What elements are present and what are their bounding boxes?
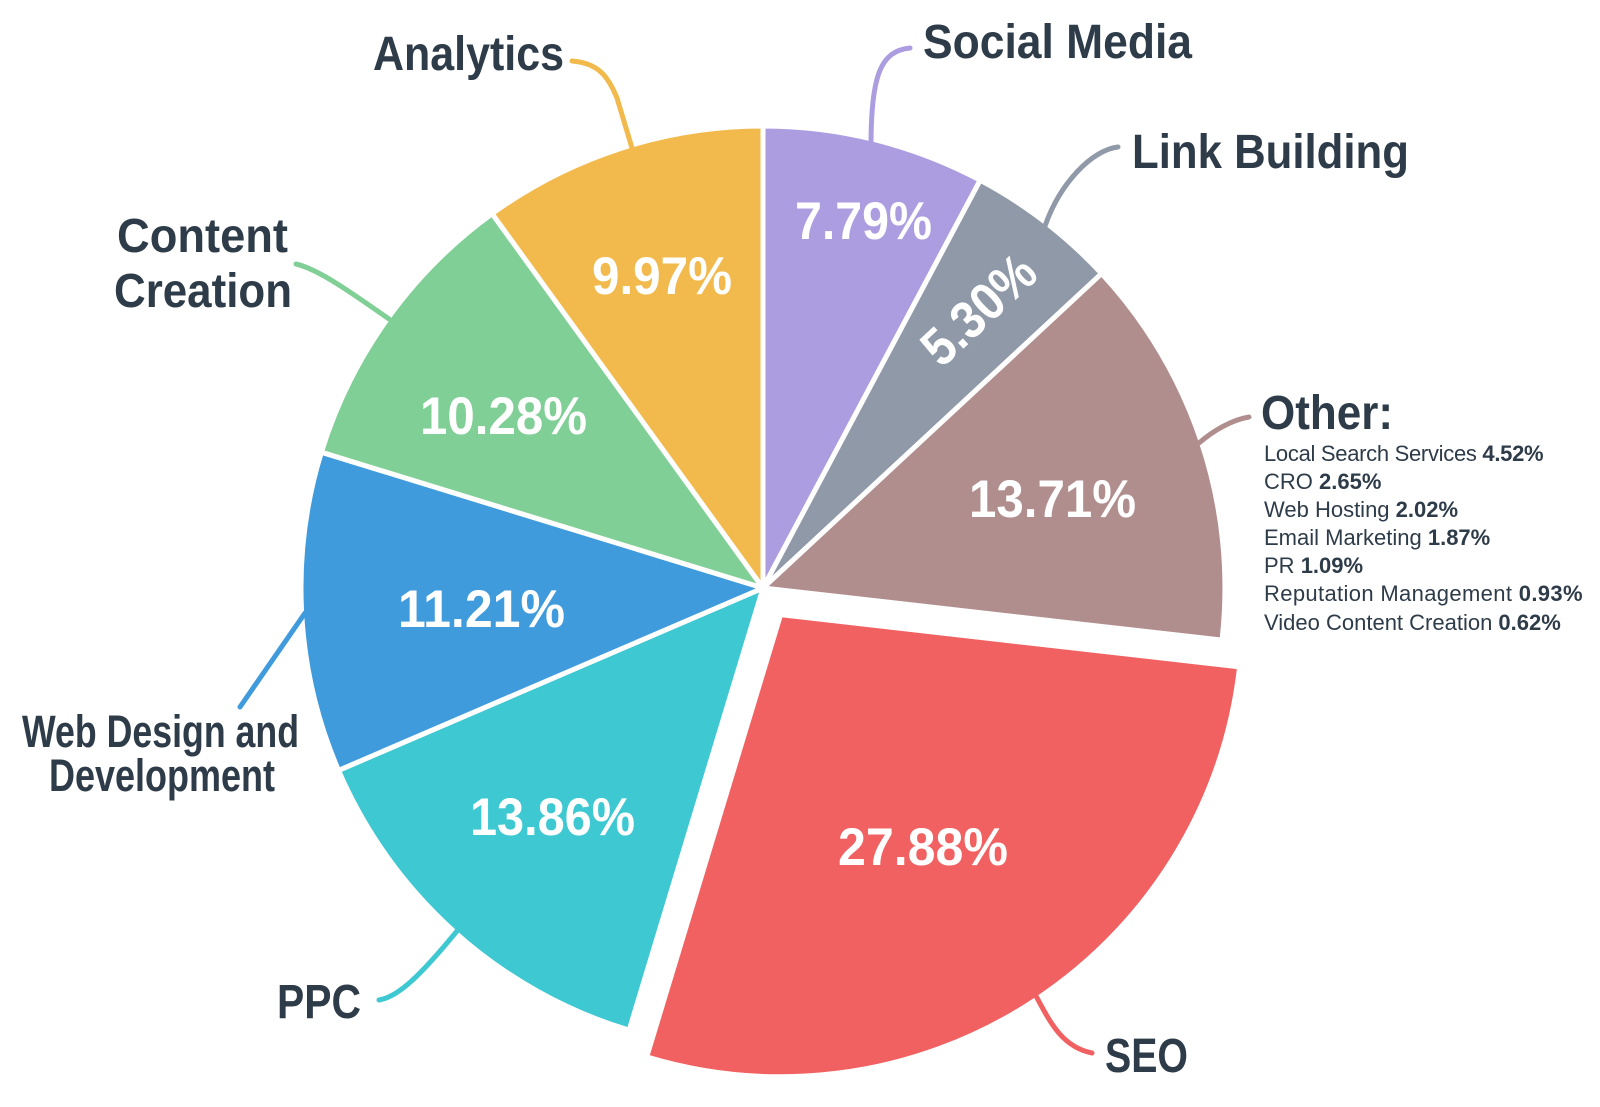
svg-text:7.79%: 7.79% xyxy=(795,192,932,251)
svg-text:Local Search Services 4.52%: Local Search Services 4.52% xyxy=(1264,441,1543,466)
svg-text:Web Design and: Web Design and xyxy=(22,706,299,757)
svg-text:Reputation Management 0.93%: Reputation Management 0.93% xyxy=(1264,581,1583,606)
svg-text:Creation: Creation xyxy=(114,265,292,318)
svg-text:SEO: SEO xyxy=(1105,1030,1188,1083)
svg-text:13.71%: 13.71% xyxy=(969,470,1136,529)
svg-text:10.28%: 10.28% xyxy=(420,387,587,446)
svg-text:Link Building: Link Building xyxy=(1132,126,1409,179)
svg-text:13.86%: 13.86% xyxy=(470,788,635,847)
svg-text:Analytics: Analytics xyxy=(373,28,564,81)
svg-text:9.97%: 9.97% xyxy=(592,247,732,306)
svg-text:CRO 2.65%: CRO 2.65% xyxy=(1264,469,1381,494)
svg-text:Social Media: Social Media xyxy=(923,16,1192,69)
svg-text:Content: Content xyxy=(117,210,288,263)
svg-text:Video Content Creation 0.62%: Video Content Creation 0.62% xyxy=(1264,610,1561,635)
svg-text:Email Marketing 1.87%: Email Marketing 1.87% xyxy=(1264,525,1490,550)
svg-text:Other:: Other: xyxy=(1261,387,1393,440)
svg-text:27.88%: 27.88% xyxy=(838,818,1008,877)
svg-text:PR 1.09%: PR 1.09% xyxy=(1264,553,1363,578)
svg-text:Web Hosting 2.02%: Web Hosting 2.02% xyxy=(1264,497,1458,522)
svg-text:PPC: PPC xyxy=(277,976,361,1029)
svg-text:11.21%: 11.21% xyxy=(398,580,565,639)
svg-text:Development: Development xyxy=(49,750,275,801)
